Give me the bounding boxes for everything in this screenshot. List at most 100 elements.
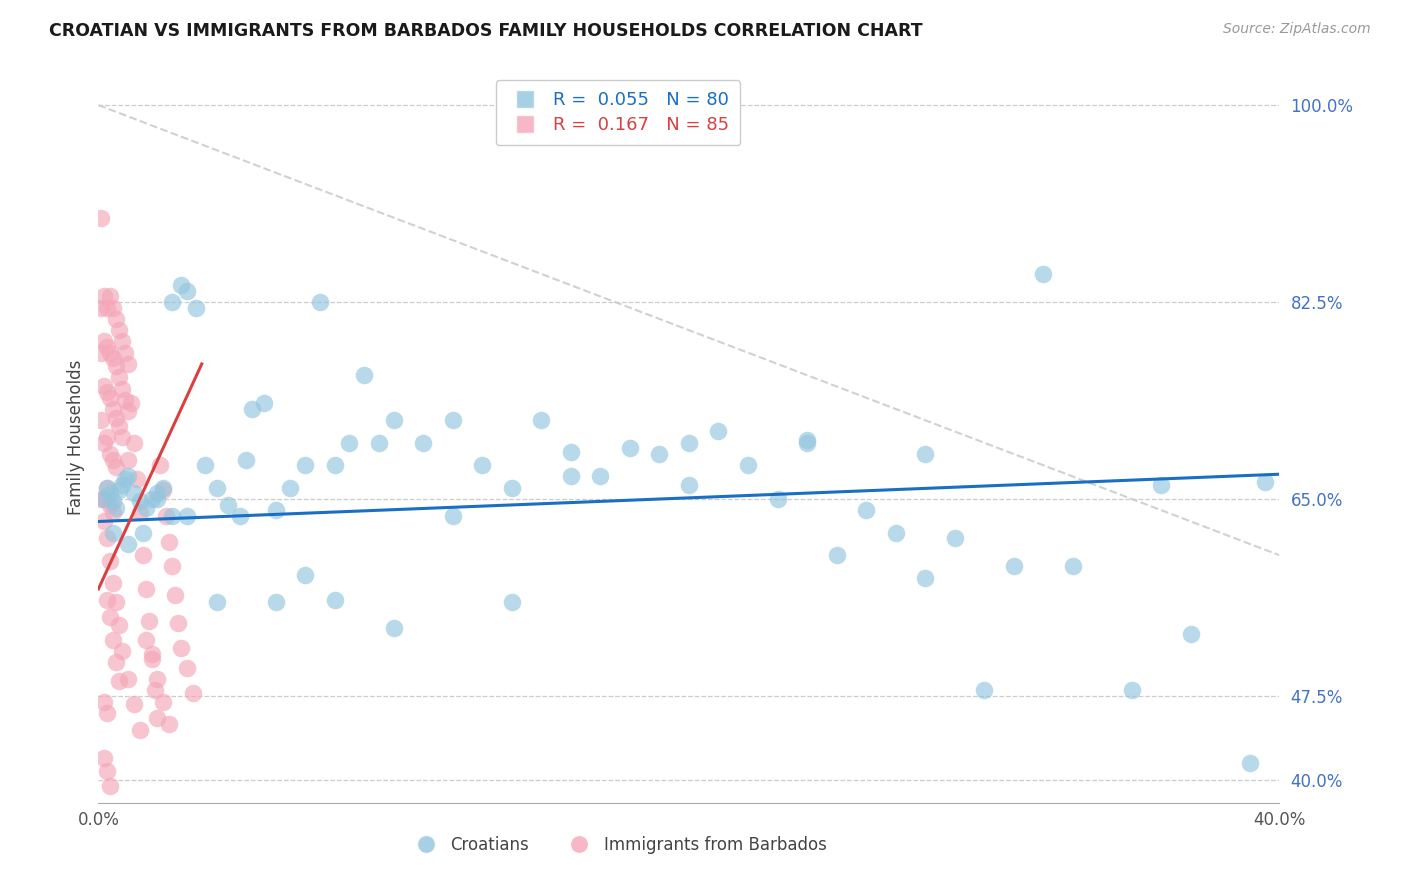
- Legend: Croatians, Immigrants from Barbados: Croatians, Immigrants from Barbados: [402, 829, 834, 860]
- Point: [103, 351, 125, 366]
- Point: [114, 345, 136, 359]
- Point: [96, 385, 118, 400]
- Point: [98, 554, 121, 568]
- Point: [155, 508, 177, 523]
- Point: [530, 413, 553, 427]
- Point: [471, 458, 494, 473]
- Point: [132, 525, 155, 540]
- Point: [368, 435, 391, 450]
- Point: [240, 401, 263, 416]
- Point: [176, 508, 198, 523]
- Point: [90, 211, 112, 225]
- Point: [96, 532, 118, 546]
- Point: [141, 652, 163, 666]
- Point: [589, 469, 612, 483]
- Point: [117, 357, 139, 371]
- Point: [678, 435, 700, 450]
- Point: [93, 751, 115, 765]
- Point: [96, 430, 118, 444]
- Point: [93, 334, 115, 349]
- Point: [264, 595, 287, 609]
- Point: [678, 478, 700, 492]
- Point: [162, 508, 183, 523]
- Point: [766, 491, 789, 506]
- Point: [103, 494, 125, 508]
- Point: [1121, 683, 1143, 698]
- Point: [157, 717, 180, 731]
- Point: [1150, 478, 1173, 492]
- Point: [229, 508, 252, 523]
- Point: [796, 435, 818, 450]
- Point: [323, 593, 346, 607]
- Point: [170, 640, 193, 655]
- Point: [855, 503, 877, 517]
- Point: [90, 413, 112, 427]
- Point: [501, 481, 523, 495]
- Point: [103, 576, 125, 591]
- Point: [122, 697, 145, 711]
- Point: [141, 647, 163, 661]
- Point: [135, 582, 157, 596]
- Point: [339, 435, 361, 450]
- Point: [162, 559, 183, 574]
- Point: [96, 764, 118, 779]
- Point: [93, 694, 115, 708]
- Point: [108, 674, 131, 689]
- Point: [108, 370, 131, 384]
- Point: [103, 301, 125, 315]
- Point: [146, 672, 169, 686]
- Point: [382, 621, 405, 635]
- Point: [96, 340, 118, 354]
- Point: [114, 472, 136, 486]
- Point: [105, 595, 128, 609]
- Point: [90, 345, 112, 359]
- Point: [98, 447, 121, 461]
- Point: [117, 452, 139, 467]
- Point: [120, 396, 142, 410]
- Point: [128, 494, 150, 508]
- Point: [103, 506, 125, 520]
- Point: [323, 458, 346, 473]
- Point: [105, 411, 128, 425]
- Point: [560, 469, 582, 483]
- Point: [143, 683, 166, 698]
- Point: [560, 444, 582, 458]
- Point: [170, 278, 193, 293]
- Point: [235, 452, 257, 467]
- Point: [98, 486, 121, 500]
- Point: [125, 472, 148, 486]
- Y-axis label: Family Households: Family Households: [66, 359, 84, 515]
- Point: [176, 284, 198, 298]
- Point: [157, 534, 180, 549]
- Point: [1254, 475, 1277, 489]
- Point: [141, 491, 163, 506]
- Point: [96, 481, 118, 495]
- Point: [93, 491, 115, 506]
- Point: [103, 401, 125, 416]
- Point: [105, 460, 128, 475]
- Point: [117, 537, 139, 551]
- Point: [111, 478, 134, 492]
- Point: [98, 498, 121, 512]
- Point: [93, 379, 115, 393]
- Point: [105, 312, 128, 326]
- Point: [96, 706, 118, 720]
- Point: [117, 672, 139, 686]
- Point: [128, 506, 150, 520]
- Point: [117, 404, 139, 418]
- Point: [619, 442, 641, 456]
- Point: [146, 491, 169, 506]
- Point: [111, 430, 134, 444]
- Point: [111, 334, 134, 349]
- Point: [90, 491, 112, 506]
- Point: [152, 694, 174, 708]
- Point: [253, 396, 276, 410]
- Point: [309, 295, 332, 310]
- Point: [96, 481, 118, 495]
- Point: [943, 532, 966, 546]
- Point: [98, 289, 121, 303]
- Point: [96, 301, 118, 315]
- Point: [184, 301, 207, 315]
- Point: [98, 610, 121, 624]
- Text: CROATIAN VS IMMIGRANTS FROM BARBADOS FAMILY HOUSEHOLDS CORRELATION CHART: CROATIAN VS IMMIGRANTS FROM BARBADOS FAM…: [49, 22, 922, 40]
